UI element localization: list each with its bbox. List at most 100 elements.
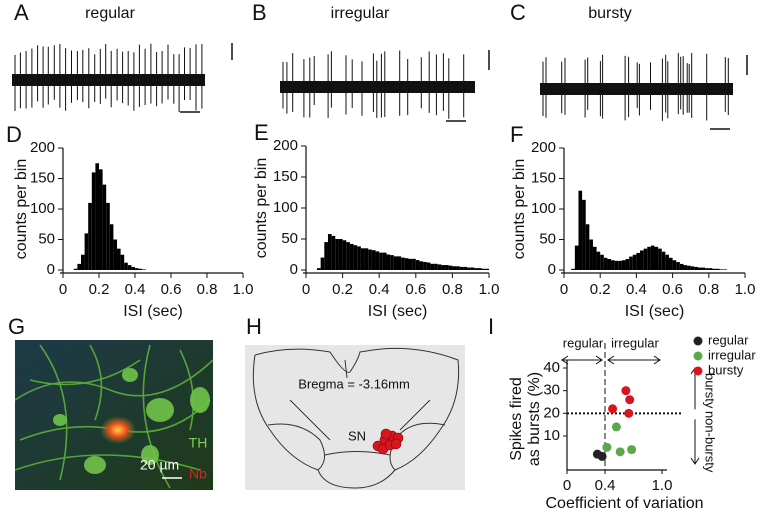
traces (12, 43, 733, 121)
axis (561, 148, 745, 274)
y-axis-label: Spikes fired (508, 377, 525, 461)
histogram-bar (712, 268, 717, 270)
x-axis-label: ISI (sec) (123, 303, 183, 320)
histogram-bar (445, 265, 449, 270)
histogram-bar (346, 242, 350, 270)
histogram-bar (349, 243, 354, 270)
histogram-bar (481, 268, 486, 270)
histogram-bar (73, 268, 78, 270)
region-label: irregular (611, 335, 659, 350)
legend-label: bursty (708, 362, 744, 377)
histogram-bar (77, 263, 81, 270)
scatter-point (611, 422, 621, 432)
histogram-bar (404, 258, 409, 270)
histogram-bar (485, 268, 489, 270)
histogram-bar (408, 258, 413, 270)
x-tick-label: 0.8 (698, 281, 719, 298)
histogram-bar (135, 268, 139, 270)
x-tick-label: 0.6 (405, 281, 426, 298)
y-tick-label: 0 (548, 261, 556, 278)
histogram-bar (142, 269, 146, 270)
histogram-bar (441, 265, 446, 270)
scatter-point (615, 447, 625, 457)
histogram-bar (99, 169, 103, 270)
histogram-bar (316, 268, 321, 270)
histogram-bar (632, 254, 637, 270)
trace-spikes (14, 43, 203, 112)
histogram-bar (668, 257, 673, 270)
arrow (690, 367, 700, 465)
histogram-bar (419, 261, 424, 270)
histogram-bar (423, 261, 427, 270)
arrow (561, 355, 661, 365)
scatter-point (608, 404, 618, 414)
histogram-bar (618, 260, 622, 270)
histogram-bar (113, 239, 117, 270)
histogram-bar (320, 257, 325, 270)
histogram-bar (654, 246, 659, 270)
histogram-bar (636, 252, 641, 270)
histogram-bar (716, 268, 720, 270)
x-axis-label: ISI (sec) (625, 303, 685, 320)
histogram-bar (643, 248, 648, 270)
histogram-bar (600, 254, 604, 270)
trace-band (280, 81, 475, 93)
x-tick-label: 0 (563, 477, 571, 494)
panel-label: D (6, 122, 22, 147)
histogram-bar (694, 266, 698, 270)
x-tick-label: 0.6 (161, 281, 182, 298)
x-axis-label: Coefficient of variation (545, 495, 703, 512)
histogram-bar (397, 256, 402, 270)
histogram-bar (437, 264, 442, 270)
histogram-bar (672, 260, 677, 270)
histogram-bar (719, 269, 724, 270)
histogram-bar (474, 268, 479, 270)
x-tick-label: 0.2 (590, 281, 611, 298)
histogram-bar (368, 249, 372, 270)
x-tick-label: 0.4 (369, 281, 390, 298)
histogram-bar (382, 252, 387, 270)
legend-label: irregular (708, 347, 756, 362)
y-tick-label: 150 (273, 168, 298, 185)
legend-label: regular (708, 332, 749, 347)
y-tick-label: 0 (290, 261, 298, 278)
histogram-bar (426, 262, 431, 270)
axis (303, 146, 489, 274)
x-tick-label: 1.0 (735, 281, 756, 298)
recording-sites (372, 428, 404, 455)
panel-label: F (510, 122, 523, 147)
histogram-bar (459, 266, 464, 270)
histogram-bar (647, 246, 651, 270)
histogram-bar (723, 269, 727, 270)
histogram-bar (448, 265, 453, 270)
y-tick-label: 50 (38, 230, 55, 247)
histogram-bar (614, 260, 619, 270)
histogram-bar (611, 260, 615, 270)
histogram-bar (331, 235, 336, 270)
histogram-bar (625, 259, 630, 270)
histogram-bar (375, 251, 380, 270)
x-tick-label: 0.2 (89, 281, 110, 298)
panel-title: bursty (588, 5, 632, 22)
y-tick-label: 50 (281, 230, 298, 247)
x-tick-label: 0.4 (595, 477, 616, 494)
panel-label: G (8, 314, 25, 339)
panel-label: H (246, 314, 262, 339)
diagram-bg (245, 345, 465, 490)
stain-label: TH (189, 435, 208, 451)
histogram-bar (687, 265, 691, 270)
y-tick-label: 40 (543, 359, 560, 376)
y-axis-label: as bursts (%) (526, 372, 543, 466)
x-tick-label: 0 (59, 281, 67, 298)
histogram-bar (478, 268, 482, 270)
cells (53, 368, 210, 474)
histogram-bar (102, 184, 107, 270)
y-tick-label: 100 (531, 200, 556, 217)
histogram-bar (131, 266, 135, 270)
histogram-bar (91, 172, 96, 270)
histogram-bar (81, 254, 85, 270)
histogram-bar (353, 245, 358, 270)
histogram-bar (463, 266, 468, 270)
scatter-point (597, 451, 607, 461)
legend-marker (693, 366, 703, 376)
